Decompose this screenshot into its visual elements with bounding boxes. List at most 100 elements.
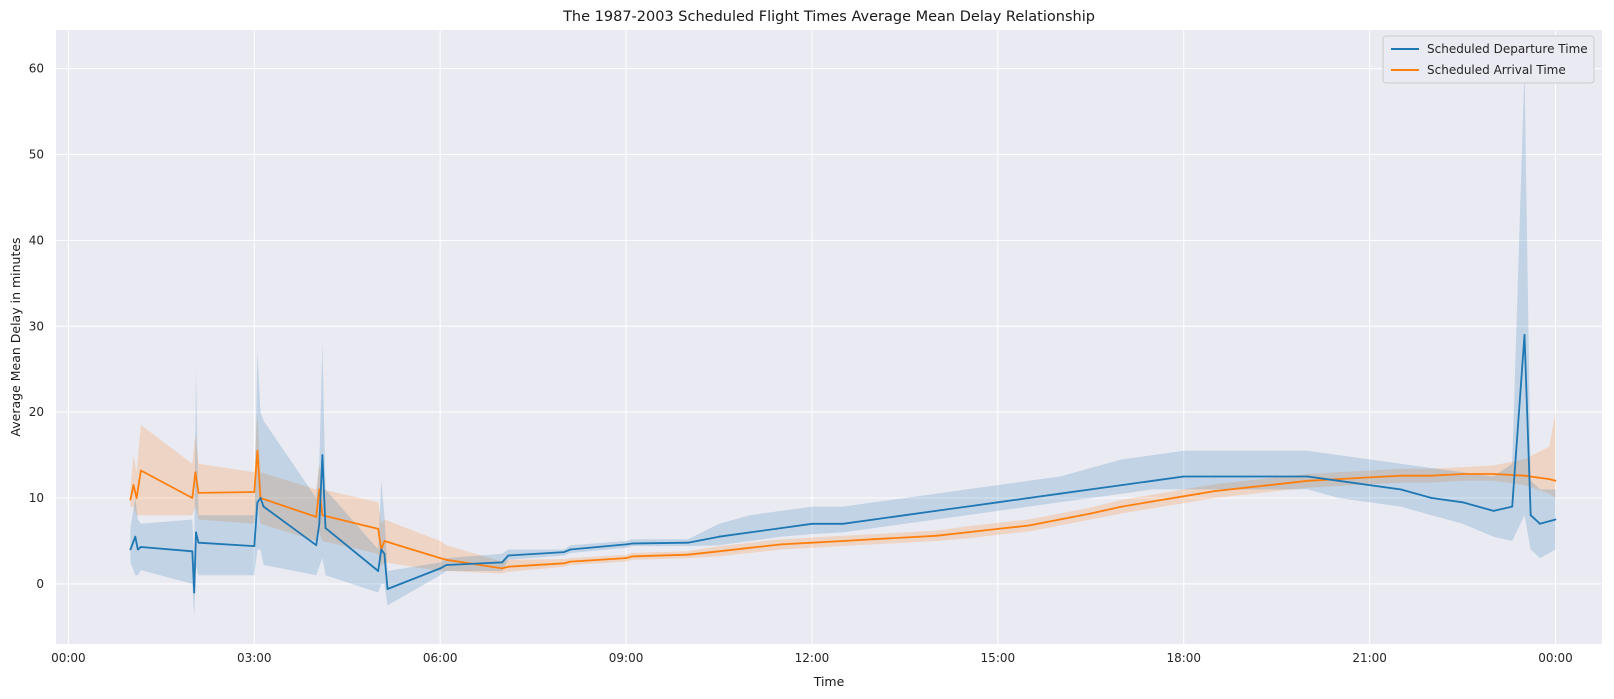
scheduled-departure-time-point [1182,475,1185,478]
scheduled-departure-time-point [1120,484,1123,486]
scheduled-departure-time-point [718,535,720,538]
scheduled-arrival-time-point [1151,500,1154,503]
scheduled-arrival-time-point [315,516,318,518]
scheduled-departure-time-confidence-band [130,68,1556,617]
scheduled-departure-time-point [1151,479,1154,482]
scheduled-departure-time-point [631,542,634,545]
scheduled-departure-time-point [1058,492,1061,495]
scheduled-departure-time-point [966,505,968,508]
scheduled-arrival-time-point [1213,490,1216,492]
scheduled-departure-time-point [324,527,327,529]
scheduled-departure-time-point [134,535,137,538]
y-tick-label: 50 [29,148,44,162]
scheduled-arrival-time-point [718,550,720,553]
scheduled-arrival-time-point [563,562,565,565]
scheduled-arrival-time-line [129,449,1556,570]
scheduled-departure-time-point [625,543,627,546]
scheduled-departure-time-point [687,541,689,544]
scheduled-departure-time-point [1430,497,1433,499]
scheduled-departure-time-point [935,510,937,512]
scheduled-arrival-time-point [321,514,324,517]
scheduled-departure-time-point [1399,488,1402,491]
scheduled-departure-time-point [842,522,844,525]
x-tick-label: 00:00 [51,651,86,665]
scheduled-departure-time-point [262,505,265,508]
y-tick-label: 40 [29,233,44,247]
scheduled-departure-time-point [1027,497,1030,499]
scheduled-departure-time-point [1461,501,1464,504]
scheduled-departure-time-point [569,548,572,551]
scheduled-arrival-time-point [873,538,875,541]
scheduled-arrival-time-point [625,557,627,559]
scheduled-departure-time-point [1529,514,1532,517]
scheduled-arrival-time-point [1275,483,1278,486]
scheduled-departure-time-point [1539,522,1541,525]
scheduled-departure-time-point [136,548,139,551]
scheduled-arrival-time-point [687,553,689,556]
y-tick-label: 20 [29,405,44,419]
scheduled-departure-time-point [507,554,510,557]
y-tick-label: 30 [29,319,44,333]
scheduled-arrival-time-point [780,543,782,546]
scheduled-arrival-time-point [256,449,259,452]
scheduled-arrival-time-point [507,565,510,568]
x-tick-label: 15:00 [981,651,1016,665]
scheduled-departure-time-point [1337,479,1340,482]
scheduled-departure-time-point [1244,475,1247,478]
scheduled-departure-time-point [383,552,386,555]
scheduled-arrival-time-point [1089,512,1092,515]
scheduled-departure-time-point [1368,484,1371,486]
scheduled-arrival-time-point [1182,495,1185,498]
scheduled-departure-time-point [501,561,503,564]
scheduled-departure-time-point [1213,475,1216,478]
scheduled-arrival-time-point [129,498,132,501]
scheduled-arrival-time-point [135,497,138,499]
scheduled-departure-time-point [253,545,256,547]
scheduled-departure-time-point [377,570,380,572]
scheduled-departure-time-point [1275,475,1278,478]
scheduled-arrival-time-point [749,546,751,549]
scheduled-departure-time-point [197,541,200,544]
scheduled-departure-time-point [1089,488,1092,491]
scheduled-arrival-time-point [1554,479,1557,482]
x-tick-label: 09:00 [609,651,644,665]
scheduled-departure-time-point [1306,475,1309,478]
scheduled-arrival-time-point [569,560,572,563]
scheduled-arrival-time-point [1337,478,1340,480]
scheduled-departure-time-point [1511,505,1514,508]
scheduled-departure-time-point [749,531,751,534]
scheduled-departure-time-point [321,454,324,456]
scheduled-departure-time-point [315,544,318,547]
chart-title: The 1987-2003 Scheduled Flight Times Ave… [562,9,1095,25]
scheduled-arrival-time-point [318,488,321,491]
scheduled-arrival-time-point [811,541,813,544]
scheduled-arrival-time-point [1368,476,1371,479]
scheduled-arrival-time-point [132,484,135,486]
scheduled-departure-time-point [191,550,194,553]
scheduled-arrival-time-point [140,469,142,472]
x-tick-label: 12:00 [795,651,830,665]
scheduled-arrival-time-point [501,567,503,570]
y-tick-label: 0 [36,577,44,591]
scheduled-departure-time-point [997,501,999,504]
scheduled-arrival-time-point [194,471,197,474]
scheduled-departure-time-point [904,514,906,517]
scheduled-arrival-time-point [1027,524,1030,527]
scheduled-arrival-time-point [1399,474,1402,477]
scheduled-departure-time-point [563,551,565,553]
scheduled-arrival-time-point [842,540,844,542]
scheduled-arrival-time-point [1548,478,1551,480]
legend-box [1382,35,1595,84]
scheduled-departure-time-point [1492,510,1495,512]
scheduled-departure-time-point [193,591,196,594]
scheduled-departure-time-point [1554,518,1557,521]
y-tick-label: 10 [29,491,44,505]
series-lines [129,334,1557,594]
scheduled-departure-time-point [873,518,875,521]
scheduled-arrival-time-point [935,534,937,537]
x-axis-ticks: 00:00 03:00 06:00 09:00 12:00 15:00 18:00 21:00… [51,651,1573,665]
scheduled-departure-time-point [445,564,448,566]
scheduled-arrival-time-point [191,497,194,499]
scheduled-arrival-time-point [1306,479,1309,482]
